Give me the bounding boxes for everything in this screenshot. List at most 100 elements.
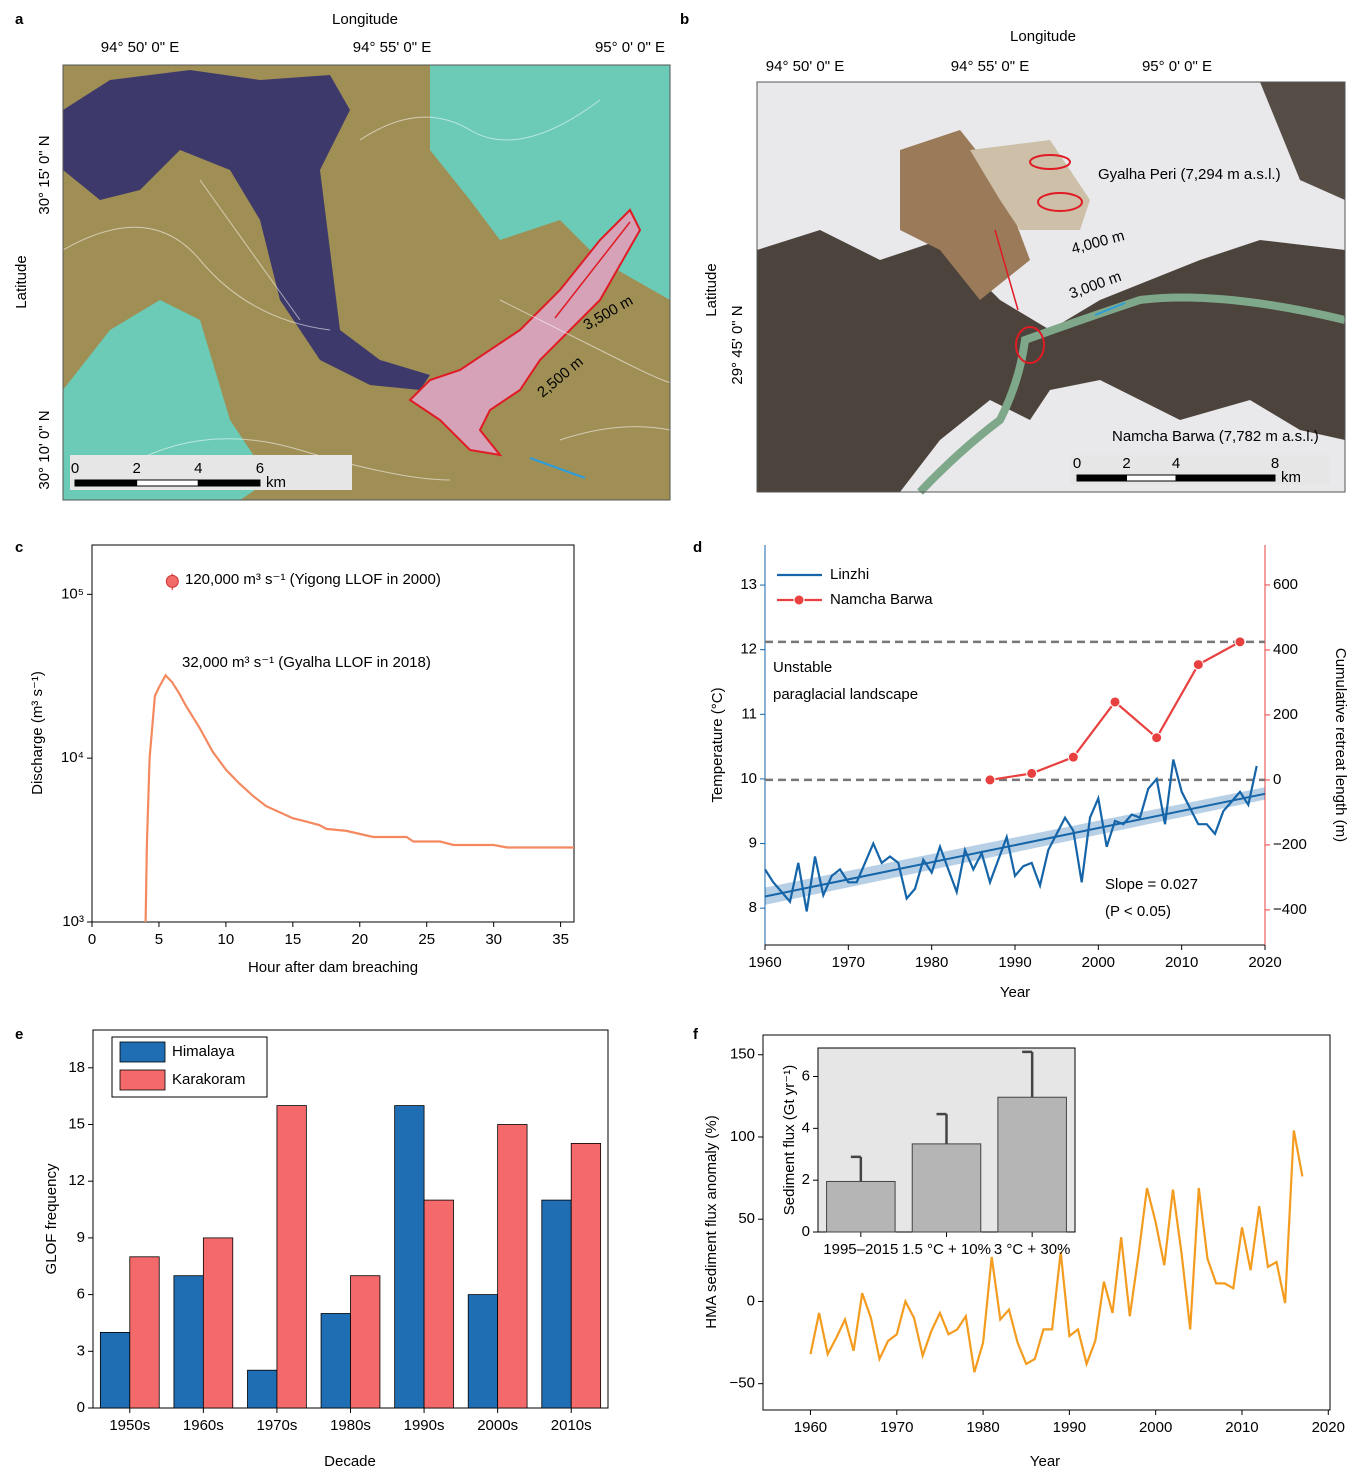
scale-bar-label: 8 xyxy=(1271,455,1279,472)
x-tick-label: 3 °C + 30% xyxy=(994,1241,1070,1258)
y-tick-label: 9 xyxy=(77,1229,85,1246)
series-marker xyxy=(1193,660,1203,670)
y-tick-label: 50 xyxy=(738,1210,755,1227)
panel-letter: e xyxy=(15,1026,23,1043)
map-annotation: Namcha Barwa (7,782 m a.s.l.) xyxy=(1112,428,1319,445)
bar xyxy=(321,1314,350,1409)
y-tick-label: 0 xyxy=(77,1399,85,1416)
y-tick-label: 4 xyxy=(802,1119,810,1136)
latitude-label: 30° 15' 0" N xyxy=(36,135,53,214)
y-axis-title: HMA sediment flux anomaly (%) xyxy=(703,1115,720,1328)
point xyxy=(166,575,178,587)
y-axis-title: Temperature (°C) xyxy=(709,687,726,802)
x-tick-label: 1960s xyxy=(183,1417,224,1434)
y-tick-label: 10⁴ xyxy=(61,749,84,766)
x-tick-label: 15 xyxy=(284,931,301,948)
y-tick-label: 12 xyxy=(68,1172,85,1189)
longitude-label: 95° 0' 0" E xyxy=(1142,58,1212,75)
x-tick-label: 1970 xyxy=(832,954,865,971)
annotation: (P < 0.05) xyxy=(1105,903,1171,920)
bar xyxy=(498,1125,527,1409)
y-tick-label: 10⁵ xyxy=(61,585,84,602)
x-tick-label: 2000 xyxy=(1082,954,1115,971)
x-tick-label: 20 xyxy=(351,931,368,948)
y-axis-title: Discharge (m³ s⁻¹) xyxy=(29,671,46,795)
y2-tick-label: 0 xyxy=(1273,771,1281,788)
y-axis-title: Sediment flux (Gt yr⁻¹) xyxy=(781,1065,798,1215)
y-axis-title: GLOF frequency xyxy=(43,1163,60,1274)
bar xyxy=(468,1295,497,1408)
scale-bar-segment xyxy=(1176,475,1275,481)
y2-tick-label: −200 xyxy=(1273,836,1307,853)
scale-bar-label: 2 xyxy=(132,460,140,477)
legend-swatch xyxy=(120,1042,165,1062)
x-tick-label: 35 xyxy=(552,931,569,948)
y-axis-title: Latitude xyxy=(703,263,720,316)
panel-letter: a xyxy=(15,11,24,28)
panel-letter: f xyxy=(693,1026,699,1043)
x-tick-label: 10 xyxy=(218,931,235,948)
y-tick-label: 6 xyxy=(77,1286,85,1303)
latitude-label: 30° 10' 0" N xyxy=(36,410,53,489)
y2-tick-label: 200 xyxy=(1273,706,1298,723)
annotation: Slope = 0.027 xyxy=(1105,876,1198,893)
y-tick-label: 10³ xyxy=(62,913,84,930)
scale-bar-segment xyxy=(137,480,199,486)
bar xyxy=(542,1200,571,1408)
scale-bar-label: 0 xyxy=(71,460,79,477)
longitude-label: 94° 55' 0" E xyxy=(951,58,1029,75)
x-tick-label: 1990 xyxy=(998,954,1031,971)
x-tick-label: 5 xyxy=(155,931,163,948)
y-tick-label: 0 xyxy=(747,1292,755,1309)
y-tick-label: 15 xyxy=(68,1115,85,1132)
longitude-label: 95° 0' 0" E xyxy=(595,39,665,56)
y-tick-label: 13 xyxy=(740,576,757,593)
legend-swatch xyxy=(120,1070,165,1090)
bar xyxy=(827,1181,896,1232)
x-axis-title: Year xyxy=(1000,984,1030,1001)
x-tick-label: 2000 xyxy=(1139,1419,1172,1436)
bar xyxy=(248,1370,277,1408)
page: aLongitudeLatitude94° 50' 0" E94° 55' 0"… xyxy=(0,0,1355,1473)
x-tick-label: 30 xyxy=(485,931,502,948)
scale-bar-label: 4 xyxy=(1172,455,1180,472)
x-tick-label: 1980 xyxy=(915,954,948,971)
x-tick-label: 2020 xyxy=(1248,954,1281,971)
x-tick-label: 1970s xyxy=(256,1417,297,1434)
bar xyxy=(571,1143,600,1408)
legend-label: Namcha Barwa xyxy=(830,591,933,608)
y-tick-label: 11 xyxy=(741,705,757,722)
bar xyxy=(130,1257,159,1408)
bar xyxy=(351,1276,380,1408)
bar xyxy=(395,1106,424,1408)
y2-tick-label: −400 xyxy=(1273,901,1307,918)
y-tick-label: 18 xyxy=(68,1059,85,1076)
bar xyxy=(203,1238,232,1408)
y-tick-label: 150 xyxy=(730,1046,755,1063)
legend-label: Karakoram xyxy=(172,1071,245,1088)
x-tick-label: 1980s xyxy=(330,1417,371,1434)
x-tick-label: 1990 xyxy=(1053,1419,1086,1436)
x-tick-label: 2010s xyxy=(551,1417,592,1434)
latitude-label: 29° 45' 0" N xyxy=(729,305,746,384)
x-tick-label: 2020 xyxy=(1312,1419,1345,1436)
x-tick-label: 1990s xyxy=(404,1417,445,1434)
y-tick-label: 3 xyxy=(77,1342,85,1359)
annotation: 120,000 m³ s⁻¹ (Yigong LLOF in 2000) xyxy=(185,571,441,588)
scale-bar-label: 2 xyxy=(1122,455,1130,472)
x-tick-label: 1960 xyxy=(794,1419,827,1436)
panel-letter: c xyxy=(15,539,23,556)
annotation: paraglacial landscape xyxy=(773,686,918,703)
bar xyxy=(424,1200,453,1408)
series-line xyxy=(146,675,574,922)
x-axis-title: Longitude xyxy=(332,11,398,28)
scale-bar-segment xyxy=(198,480,260,486)
series-marker xyxy=(985,775,995,785)
panel-letter: b xyxy=(680,11,689,28)
panel-letter: d xyxy=(693,539,702,556)
scale-bar-segment xyxy=(75,480,137,486)
x-tick-label: 0 xyxy=(88,931,96,948)
x-tick-label: 2010 xyxy=(1165,954,1198,971)
scale-bar-label: 0 xyxy=(1073,455,1081,472)
y-tick-label: 0 xyxy=(802,1223,810,1240)
